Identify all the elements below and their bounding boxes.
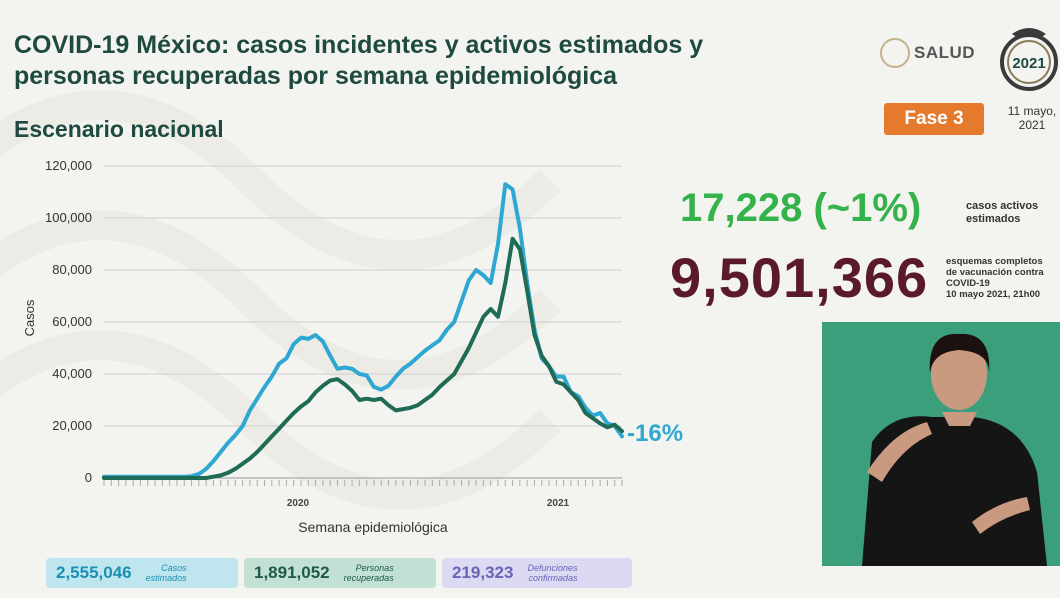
cases-chart: 020,00040,00060,00080,000100,000120,000 … (22, 158, 683, 535)
kpi-recovered-value: 1,891,052 (254, 563, 330, 582)
kpi-estimated-cases-value: 2,555,046 (56, 563, 132, 582)
kpi-recovered-label: Personas recuperadas (344, 563, 394, 583)
page-title: COVID-19 México: casos incidentes y acti… (14, 30, 854, 92)
kpi-estimated-cases-label-line-2: estimados (145, 573, 187, 583)
y-tick-label: 60,000 (52, 314, 92, 329)
kpi-estimated-cases-label-line-1: Casos (161, 563, 187, 573)
background-pattern (0, 0, 600, 598)
sign-language-interpreter (822, 322, 1060, 566)
phase-badge: Fase 3 (884, 103, 984, 135)
kpi-bar: 2,555,046 Casos estimados 1,891,052 Pers… (46, 558, 632, 588)
interpreter-video-icon (822, 322, 1060, 566)
active-cases-label: casos activos estimados (966, 200, 1038, 226)
x-axis-label: Semana epidemiológica (298, 519, 448, 535)
y-axis-label: Casos (22, 299, 37, 336)
title-line-1: COVID-19 México: casos incidentes y acti… (14, 31, 704, 59)
active-cases-label-line-2: estimados (966, 213, 1021, 225)
chart-grid (104, 165, 622, 479)
active-cases-value: 17,228 (~1%) (680, 186, 922, 230)
y-tick-label: 20,000 (52, 418, 92, 433)
title-line-2: personas recuperadas por semana epidemio… (14, 62, 618, 90)
y-tick-label: 0 (85, 470, 92, 485)
salud-logo: SALUD (880, 38, 975, 68)
series-line-recovered (102, 236, 624, 480)
y-tick-label: 100,000 (45, 210, 92, 225)
kpi-deaths-value: 219,323 (452, 563, 514, 582)
kpi-deaths: 219,323 Defunciones confirmadas (442, 558, 632, 588)
report-date-line-2: 2021 (1018, 118, 1046, 132)
kpi-estimated-cases-label: Casos estimados (146, 563, 187, 583)
salud-logo-text: SALUD (914, 43, 976, 62)
year-label-2020: 2020 (287, 498, 310, 509)
y-tick-label: 40,000 (52, 366, 92, 381)
kpi-recovered-label-line-1: Personas (355, 563, 394, 573)
change-annotation: -16% (627, 420, 683, 447)
mexico-2021-logo-icon: 2021 (1000, 28, 1058, 91)
report-date: 11 mayo, 2021 (1004, 104, 1060, 132)
vaccination-label: esquemas completos de vacunación contra … (946, 256, 1056, 300)
kpi-deaths-label: Defunciones confirmadas (527, 563, 577, 583)
y-tick-label: 80,000 (52, 262, 92, 277)
vaccination-value: 9,501,366 (670, 246, 929, 309)
vaccination-label-line-2: de vacunación contra (946, 267, 1044, 278)
vaccination-label-line-1: esquemas completos (946, 256, 1043, 267)
kpi-deaths-label-line-2: confirmadas (528, 573, 578, 583)
x-axis-ticks (103, 480, 623, 486)
y-axis-ticks: 0 20,000 40,000 60,000 80,000 100,000 120,000 (45, 158, 92, 485)
kpi-recovered-label-line-2: recuperadas (343, 573, 394, 583)
kpi-estimated-cases: 2,555,046 Casos estimados (46, 558, 238, 588)
vaccination-label-line-3: COVID-19 (946, 278, 990, 289)
active-cases-label-line-1: casos activos (966, 200, 1039, 212)
subtitle: Escenario nacional (14, 116, 224, 142)
series-line-estimated (102, 182, 624, 479)
kpi-deaths-label-line-1: Defunciones (527, 563, 578, 573)
year-label-2021: 2021 (547, 498, 570, 509)
svg-text:2021: 2021 (1012, 55, 1045, 72)
report-date-line-1: 11 mayo, (1007, 104, 1057, 118)
kpi-recovered: 1,891,052 Personas recuperadas (244, 558, 436, 588)
mexico-seal-icon (880, 38, 910, 68)
vaccination-label-line-4: 10 mayo 2021, 21h00 (946, 289, 1041, 300)
chart-series (102, 182, 624, 480)
y-tick-label: 120,000 (45, 158, 92, 173)
